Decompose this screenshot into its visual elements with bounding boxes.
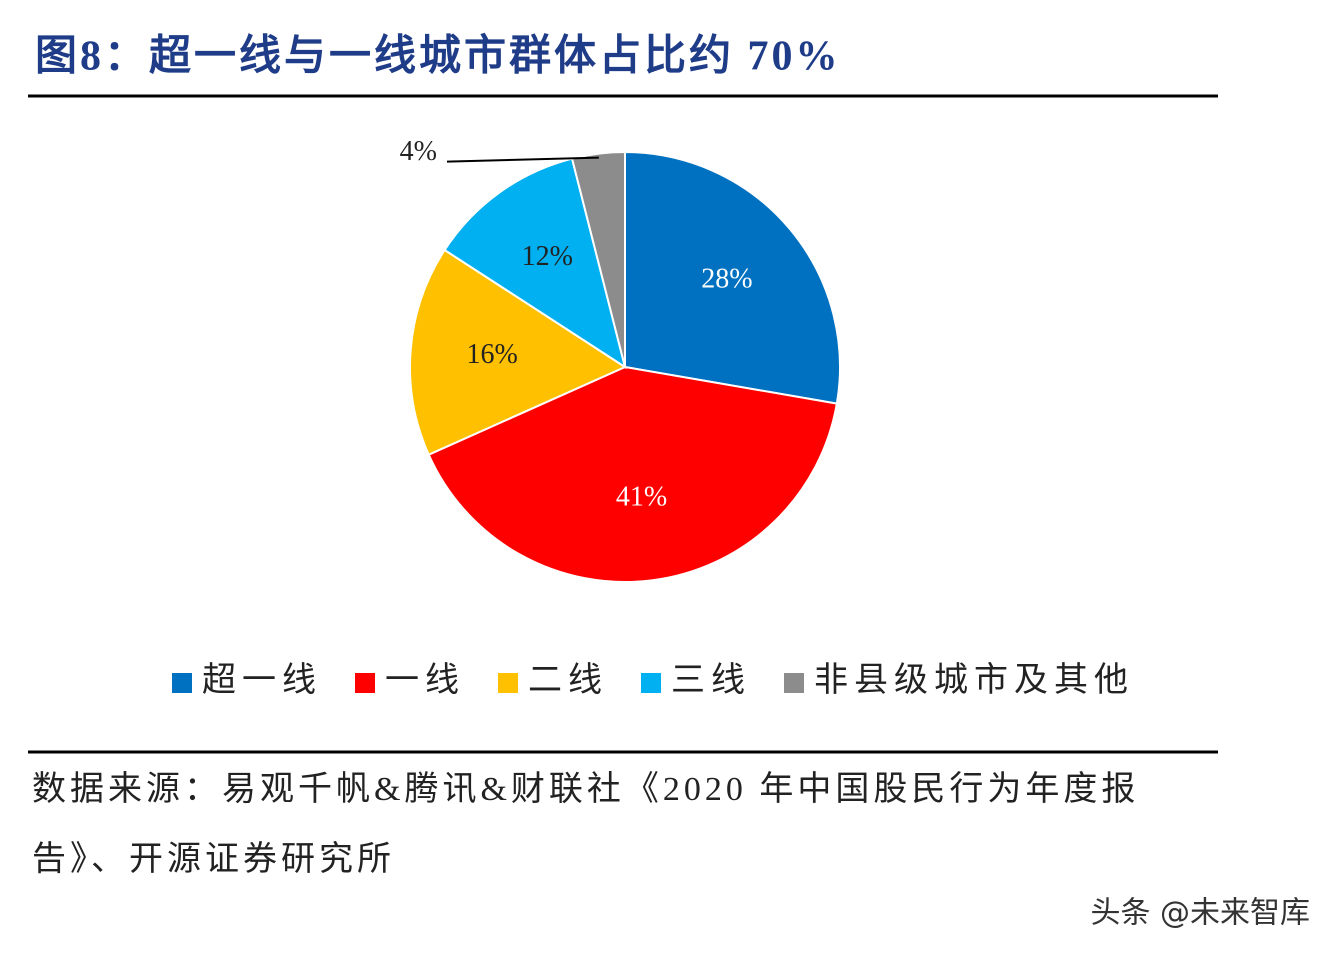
data-label: 28%	[701, 264, 752, 295]
legend-label: 三线	[671, 661, 751, 699]
legend-label: 非县级城市及其他	[814, 661, 1134, 699]
data-label: 16%	[466, 339, 517, 370]
legend-label: 二线	[528, 661, 608, 699]
data-label: 41%	[616, 482, 667, 513]
legend-label: 一线	[385, 661, 465, 699]
watermark: 头条 @未来智库	[1090, 896, 1310, 931]
legend-swatch	[784, 673, 804, 693]
chart-title: 图8：超一线与一线城市群体占比约 70%	[35, 33, 841, 80]
pie-slice	[427, 365, 839, 583]
legend-label: 超一线	[202, 661, 322, 699]
leader-line	[446, 156, 599, 163]
data-label: 12%	[522, 241, 573, 272]
data-label: 4%	[400, 136, 437, 167]
source-line: 数据来源：易观千帆&腾讯&财联社《2020 年中国股民行为年度报	[32, 770, 1139, 808]
legend-swatch	[172, 673, 192, 693]
legend-swatch	[498, 673, 518, 693]
pie-slice	[443, 157, 627, 370]
legend-swatch	[641, 673, 661, 693]
legend-swatch	[355, 673, 375, 693]
pie-slice	[624, 150, 841, 405]
source-line: 告》、开源证券研究所	[32, 840, 395, 878]
pie-slice	[409, 248, 628, 456]
